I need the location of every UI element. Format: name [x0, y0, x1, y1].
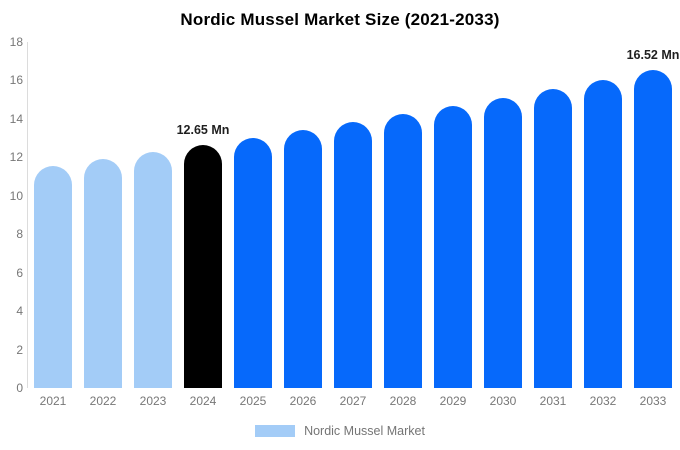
x-tick-label: 2030 [489, 394, 517, 408]
bar-2026[interactable] [284, 130, 322, 388]
y-tick-label: 8 [16, 227, 23, 242]
y-tick-label: 16 [9, 73, 23, 88]
bars-container: 2021 2022 2023 2024 12.65 Mn 2025 2026 2027 2028… [28, 42, 680, 408]
y-tick-label: 10 [9, 188, 23, 203]
y-tick-label: 0 [16, 381, 23, 395]
bar-column: 2029 [428, 42, 478, 408]
x-tick-label: 2025 [239, 394, 267, 408]
bar-column: 2027 [328, 42, 378, 408]
bar-2029[interactable] [434, 106, 472, 388]
bar-column: 2025 [228, 42, 278, 408]
plot-area: 2021 2022 2023 2024 12.65 Mn 2025 2026 2027 2028… [27, 42, 680, 408]
data-label-2033: 16.52 Mn [626, 48, 680, 63]
bar-column: 2030 [478, 42, 528, 408]
x-tick-label: 2024 [189, 394, 217, 408]
bar-column: 2032 [578, 42, 628, 408]
bar-column: 2023 [128, 42, 178, 408]
bar-column: 2033 16.52 Mn [626, 42, 680, 408]
bar-column: 2028 [378, 42, 428, 408]
bar-column: 2026 [278, 42, 328, 408]
bar-2022[interactable] [84, 158, 122, 388]
y-tick-label: 14 [9, 111, 23, 126]
y-tick-label: 4 [16, 304, 23, 319]
bar-2033[interactable] [634, 70, 672, 388]
bar-column: 2022 [78, 42, 128, 408]
y-tick-label: 6 [16, 265, 23, 280]
x-tick-label: 2031 [539, 394, 567, 408]
bar-2031[interactable] [534, 88, 572, 388]
bar-column: 2031 [528, 42, 578, 408]
y-tick-label: 12 [9, 150, 23, 165]
bar-2032[interactable] [584, 79, 622, 388]
x-tick-label: 2027 [339, 394, 367, 408]
x-tick-label: 2028 [389, 394, 417, 408]
x-tick-label: 2022 [89, 394, 117, 408]
x-tick-label: 2021 [39, 394, 67, 408]
bar-2027[interactable] [334, 122, 372, 388]
x-tick-label: 2026 [289, 394, 317, 408]
data-label-2024: 12.65 Mn [176, 122, 230, 137]
bar-2021[interactable] [34, 165, 72, 388]
x-tick-label: 2029 [439, 394, 467, 408]
bar-2030[interactable] [484, 97, 522, 388]
bar-2024[interactable] [184, 144, 222, 388]
bar-2028[interactable] [384, 114, 422, 388]
bar-column: 2024 12.65 Mn [176, 42, 230, 408]
legend-label[interactable]: Nordic Mussel Market [304, 424, 425, 438]
y-tick-label: 2 [16, 342, 23, 357]
bar-2023[interactable] [134, 152, 172, 388]
bar-2025[interactable] [234, 137, 272, 388]
legend: Nordic Mussel Market [0, 424, 680, 438]
bar-column: 2021 [28, 42, 78, 408]
legend-swatch-icon[interactable] [255, 425, 296, 437]
x-tick-label: 2032 [589, 394, 617, 408]
chart-title: Nordic Mussel Market Size (2021-2033) [180, 10, 500, 29]
x-tick-label: 2023 [139, 394, 167, 408]
x-tick-label: 2033 [639, 394, 667, 408]
y-tick-label: 18 [9, 35, 23, 49]
